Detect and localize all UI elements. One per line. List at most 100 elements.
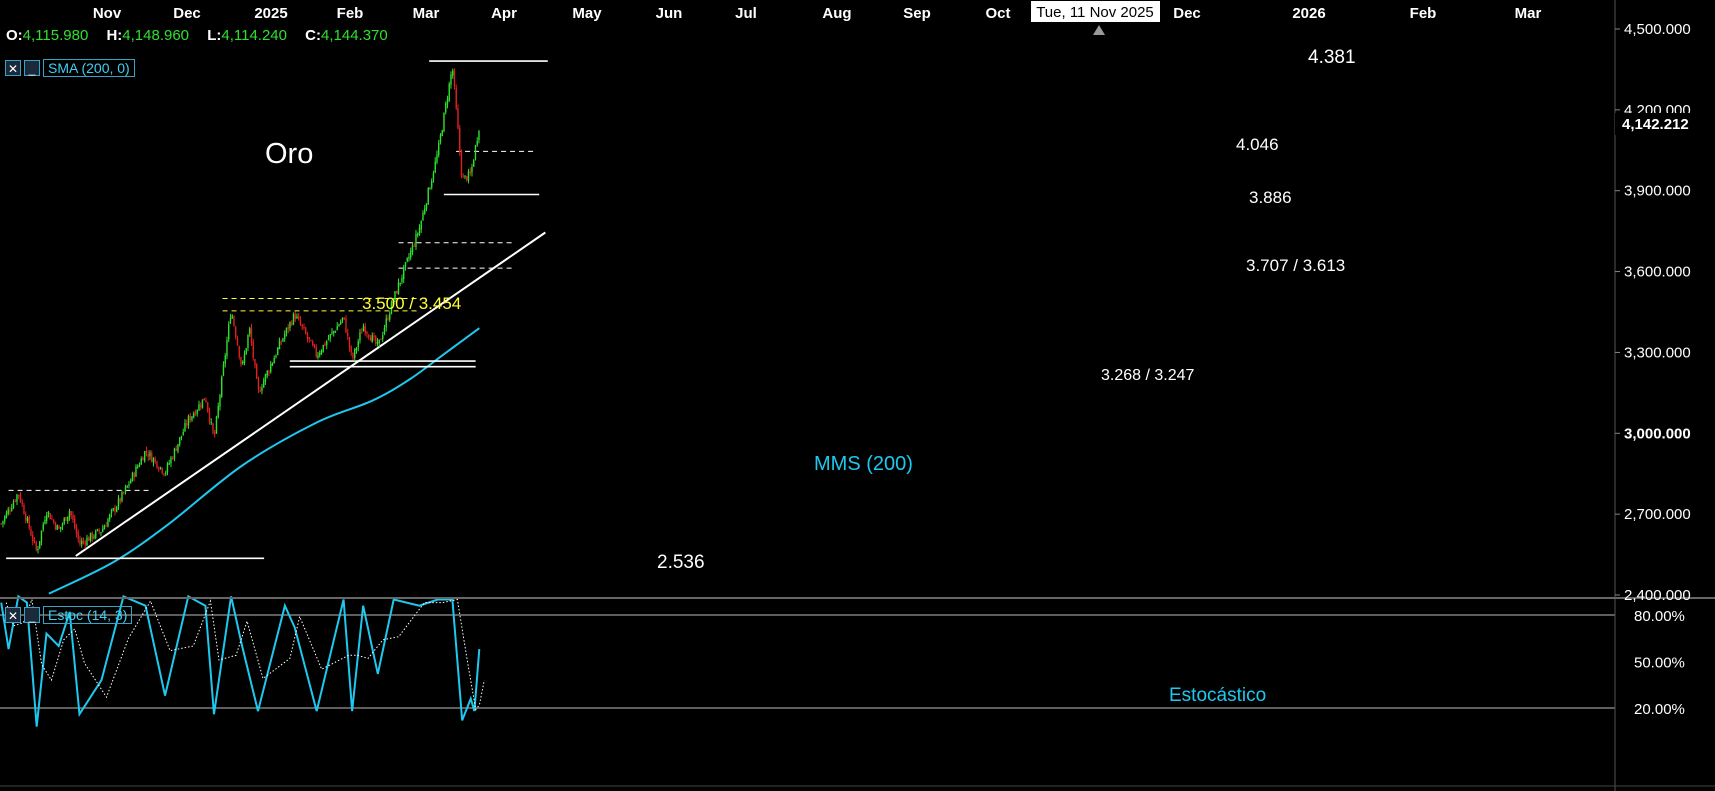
candle-body [299, 319, 302, 325]
candle-body [326, 341, 328, 345]
candle-body [236, 338, 239, 346]
stoch-minimize-icon[interactable]: _ [24, 607, 40, 623]
candle-body [252, 341, 254, 358]
sma-minimize-icon[interactable]: _ [24, 60, 40, 76]
candle-body [231, 315, 233, 319]
candle-body [289, 322, 291, 329]
candle-body [245, 348, 247, 355]
candle-body [420, 221, 422, 230]
candle-body [98, 529, 100, 532]
candle-body [399, 282, 401, 284]
sma-close-icon[interactable]: ✕ [5, 60, 21, 76]
candle-body [60, 526, 62, 529]
candle-body [427, 187, 429, 205]
candle-body [284, 333, 286, 339]
candle-body [478, 131, 480, 141]
candle-body [68, 511, 71, 517]
candle-body [303, 326, 305, 329]
candle-body [91, 532, 93, 539]
candle-body [70, 511, 72, 516]
candle-body [86, 537, 88, 546]
candle-body [287, 326, 289, 330]
candle-body [226, 340, 228, 357]
candle-body [196, 410, 198, 414]
candle-body [406, 257, 408, 262]
candle-body [49, 513, 51, 520]
candle-body [392, 300, 394, 304]
candle-body [242, 362, 244, 364]
y-tick-label: 3,900.000 [1624, 183, 1691, 200]
stoch-indicator-label[interactable]: Estoc (14, 3) [43, 606, 133, 624]
candle-body [89, 532, 92, 541]
candle-body [4, 516, 6, 522]
candle-body [476, 140, 478, 146]
candle-body [462, 176, 464, 178]
candle-body [301, 324, 303, 327]
candle-body [151, 453, 153, 463]
candle-body [268, 371, 270, 373]
sma-layer [48, 327, 480, 595]
stoch-tick-label: 80.00% [1634, 608, 1685, 625]
candle-body [271, 362, 274, 366]
candle-body [158, 468, 160, 470]
candle-body [88, 537, 90, 541]
candle-body [21, 502, 23, 505]
candle-body [65, 517, 67, 521]
candle-body [159, 467, 162, 469]
candle-body [163, 473, 165, 475]
candle-body [425, 203, 428, 210]
candle-body [385, 318, 387, 328]
candle-body [84, 541, 86, 545]
candle-layer [0, 68, 480, 554]
level-layer [6, 60, 548, 560]
last-price-label: 4,142.212 [1622, 116, 1689, 133]
candle-body [453, 70, 456, 87]
candle-body [100, 532, 102, 534]
level-label-3500: 3.500 / 3.454 [362, 294, 461, 313]
candle-body [51, 518, 53, 520]
candle-body [61, 523, 64, 527]
candle-body [257, 379, 260, 390]
candle-body [72, 515, 74, 520]
candle-body [63, 518, 65, 524]
candle-body [121, 492, 123, 502]
candle-body [109, 514, 111, 520]
candle-body [152, 458, 155, 463]
candle-body [5, 512, 8, 518]
candle-body [189, 415, 191, 421]
candle-body [47, 511, 50, 514]
sma-indicator-label[interactable]: SMA (200, 0) [43, 59, 135, 77]
candle-body [333, 331, 335, 333]
candle-body [256, 364, 258, 379]
y-tick-label: 3,000.000 [1624, 425, 1691, 442]
candle-body [186, 423, 188, 426]
candle-body [320, 350, 323, 354]
y-tick-label: 2,400.000 [1624, 587, 1691, 604]
candle-body [366, 331, 368, 334]
candle-body [116, 507, 118, 512]
candle-body [348, 337, 351, 348]
candle-body [156, 461, 158, 468]
candle-body [418, 228, 421, 235]
stoch-tick-label: 20.00% [1634, 701, 1685, 718]
candle-body [67, 516, 69, 522]
candle-body [292, 313, 295, 325]
candle-body [81, 541, 83, 545]
candle-body [39, 541, 41, 548]
candle-body [264, 374, 267, 382]
stoch-close-icon[interactable]: ✕ [5, 607, 21, 623]
candle-body [378, 339, 380, 344]
candle-body [455, 87, 457, 109]
candle-body [214, 432, 216, 435]
candle-body [161, 468, 163, 474]
candle-body [369, 338, 372, 341]
x-tick-label: Nov [93, 5, 122, 22]
candle-body [422, 212, 424, 221]
candle-body [184, 423, 186, 432]
candle-body [119, 498, 121, 502]
high-key: H: [106, 27, 123, 44]
candle-body [11, 508, 13, 511]
candle-body [277, 347, 279, 355]
candle-body [75, 527, 78, 534]
